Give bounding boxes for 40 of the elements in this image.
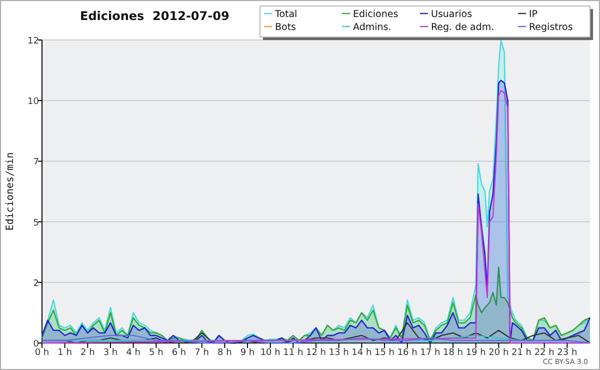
legend-label: Ediciones xyxy=(353,9,398,20)
x-tick-label: 10 h xyxy=(260,348,280,358)
legend-label: Reg. de adm. xyxy=(431,22,494,33)
x-tick-label: 14 h xyxy=(352,348,372,358)
x-tick-label: 17 h xyxy=(420,348,440,358)
y-axis-title: Ediciones/min xyxy=(5,152,16,231)
y-tick-label: 2 xyxy=(33,278,39,289)
x-tick-label: 4 h xyxy=(126,348,140,358)
x-tick-label: 18 h xyxy=(442,348,464,358)
x-tick-label: 8 h xyxy=(218,348,232,358)
x-tick-label: 9 h xyxy=(240,348,255,358)
x-tick-label: 23 h xyxy=(557,348,578,358)
x-tick-label: 19 h xyxy=(466,348,486,358)
x-tick-label: 2 h xyxy=(80,348,95,358)
legend-label: Admins. xyxy=(353,22,392,33)
legend-label: Bots xyxy=(275,22,296,33)
x-tick-label: 15 h xyxy=(374,348,395,358)
y-tick-label: 5 xyxy=(33,218,39,228)
y-tick-label: 10 xyxy=(28,97,40,108)
chart-title: Ediciones 2012-07-09 xyxy=(80,9,230,23)
x-tick-label: 12 h xyxy=(306,348,326,358)
y-tick-label: 0 xyxy=(33,340,40,350)
x-tick-label: 7 h xyxy=(194,348,209,358)
y-tick-label: 12 xyxy=(28,36,39,46)
legend-label: Total xyxy=(274,9,298,20)
y-tick-label: 7 xyxy=(33,158,39,168)
x-tick-label: 13 h xyxy=(328,348,349,358)
x-tick-label: 20 h xyxy=(488,348,509,358)
legend-label: IP xyxy=(529,9,538,20)
legend-label: Usuarios xyxy=(431,9,472,20)
x-tick-label: 3 h xyxy=(103,348,118,358)
x-tick-label: 6 h xyxy=(172,348,186,358)
x-tick-label: 21 h xyxy=(511,348,532,358)
x-tick-label: 0 h xyxy=(34,348,50,358)
legend-label: Registros xyxy=(529,22,573,33)
x-tick-label: 16 h xyxy=(397,348,418,358)
x-tick-label: 22 h xyxy=(534,348,554,358)
x-tick-label: 5 h xyxy=(149,348,164,358)
x-tick-label: 1 h xyxy=(58,348,72,358)
x-tick-label: 11 h xyxy=(283,348,304,358)
